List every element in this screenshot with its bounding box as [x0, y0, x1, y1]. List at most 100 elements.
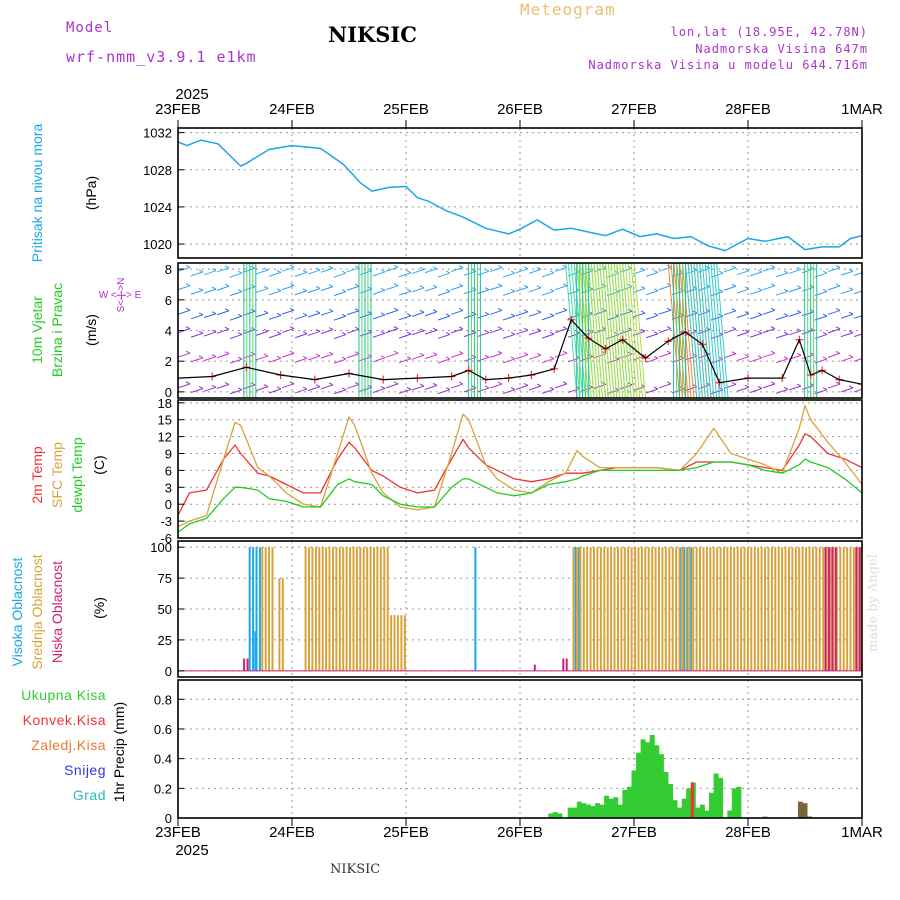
wind-arrow-head [458, 265, 464, 268]
wind-burst-arrow [590, 263, 604, 398]
cloud-bar [689, 547, 692, 671]
wind-arrow [840, 387, 854, 393]
wind-arrow-head [445, 387, 451, 391]
wind-arrow [437, 290, 451, 296]
wind-arrow [788, 287, 802, 293]
wind-arrow-head [744, 268, 750, 272]
cloud-bar [726, 547, 729, 671]
total-precip-bar [704, 810, 710, 818]
wind-arrow-head [211, 311, 217, 315]
model-elevation-label: Nadmorska Visina u modelu 644.716m [588, 58, 868, 72]
wind-arrow-head [510, 270, 516, 274]
total-precip-bar [727, 810, 733, 818]
wind-arrow [853, 290, 862, 295]
wind-arrow-head [614, 356, 620, 360]
cloud-bar [579, 547, 582, 671]
wind-arrow-head [289, 283, 295, 287]
wind-arrow-head [289, 350, 295, 354]
cloud-bar [637, 547, 640, 671]
cloud-bar [586, 547, 589, 671]
wind-arrow-head [562, 307, 568, 311]
wind-arrow [398, 290, 412, 296]
cloud-bar [808, 547, 811, 671]
total-precip-bar [631, 770, 637, 818]
cloud-bar [393, 615, 396, 671]
wind-arrow [320, 286, 334, 292]
wind-arrow [827, 267, 841, 272]
wind-arrow [229, 334, 243, 340]
low-cloud-ylabel: Niska Oblacnost [49, 561, 65, 663]
total-precip-bar [552, 812, 558, 818]
wind-arrow-head [458, 283, 464, 287]
y-tick-label: 1032 [143, 126, 172, 141]
wind-arrow [255, 312, 269, 318]
wind-arrow-head [198, 330, 204, 334]
wind-arrow [658, 285, 672, 291]
cloud-bar [757, 547, 760, 671]
wind-arrow [437, 389, 451, 395]
wind-arrow-head [757, 287, 763, 291]
wind-arrow-head [744, 354, 750, 358]
wind-arrow [775, 315, 789, 321]
wind-arrow-head [484, 330, 490, 334]
wind-arrow-head [341, 289, 347, 293]
wind-arrow-head [432, 352, 438, 356]
cloud-bar [671, 547, 674, 671]
wind-arrow [762, 383, 776, 389]
wind-burst-arrow [565, 263, 578, 398]
wind-arrow [216, 383, 230, 389]
wind-arrow-head [354, 326, 360, 330]
wind-arrow-head [185, 350, 191, 354]
y-tick-label: 0.2 [154, 781, 172, 796]
cloud-bar [640, 547, 643, 671]
cloud-bar [767, 547, 770, 671]
wind-arrow-head [328, 327, 334, 331]
panel-frame-precip [177, 679, 863, 819]
wind-arrow-head [666, 264, 672, 268]
total-precip-bar [599, 804, 605, 818]
cloud-bar [712, 547, 715, 671]
wind-arrow-head [406, 288, 412, 292]
wind-arrow-head [458, 381, 464, 385]
wind-arrow-head [653, 386, 659, 390]
total-precip-bar [640, 739, 646, 818]
wind-arrow-head [549, 386, 555, 390]
wind-ylabel: 10m Vjetar [29, 296, 45, 364]
wind-arrow-head [796, 352, 802, 356]
y-tick-label: 9 [165, 447, 172, 462]
wind-arrow [541, 290, 555, 296]
y-tick-label: 0.4 [154, 752, 172, 767]
wind-arrow [762, 285, 776, 291]
cloud-bar [318, 547, 321, 671]
cloud-bar [668, 547, 671, 671]
wind-arrow-head [315, 353, 321, 357]
wind-arrow-head [276, 331, 282, 335]
cloud-bar [846, 547, 849, 671]
wind-arrow-head [601, 283, 607, 287]
cloud-bar [723, 547, 725, 671]
wind-arrow [294, 271, 308, 277]
wind-arrow-head [276, 288, 282, 292]
cloud-bar [675, 547, 678, 671]
y-tick-label: 0 [165, 497, 172, 512]
total-precip-bar [595, 803, 600, 818]
convective-precip-bar [690, 782, 694, 818]
wind-arrow [372, 388, 386, 393]
wind-arrow-head [354, 308, 360, 312]
wind-arrow-head [757, 330, 763, 334]
total-precip-bar [572, 807, 578, 818]
wind-arrow-head [224, 283, 230, 287]
cloud-bar [248, 547, 251, 671]
wind-arrow [333, 389, 347, 395]
wind-burst-arrow [699, 263, 712, 398]
wind-arrow-head [601, 351, 607, 355]
wind-burst-arrow [607, 263, 621, 398]
wind-burst-arrow [619, 263, 632, 398]
wind-arrow [398, 388, 412, 394]
bottom-date-label: 27FEB [611, 824, 657, 841]
wind-arrow [645, 357, 659, 363]
wind-arrow-head [744, 286, 750, 290]
wind-arrow-head [237, 289, 243, 293]
wind-arrow-head [796, 309, 802, 313]
wind-arrow [515, 311, 529, 317]
